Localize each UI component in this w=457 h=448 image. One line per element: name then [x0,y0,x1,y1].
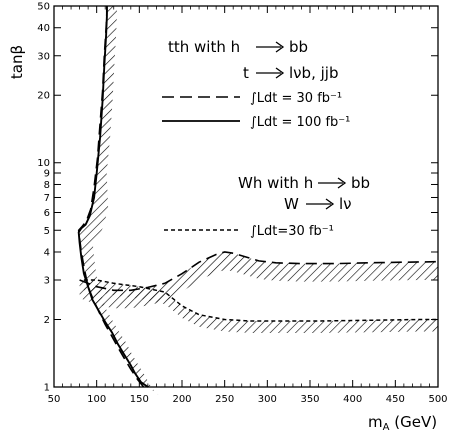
x-tick-label: 500 [428,394,447,405]
y-tick-label: 9 [44,169,50,180]
x-axis-ticks: 50 100 150 200 250 300 350 400 450 500 [48,6,448,405]
legend-tth: tth with h bb t lνb, jjb ∫Ldt = 30 fb⁻¹ … [162,38,350,130]
x-axis-title-main: m [368,413,383,431]
legend-wh-entry-30fb: ∫Ldt=30 fb⁻¹ [250,224,334,239]
x-tick-label: 400 [343,394,362,405]
tth-horizontal-hatch-band [79,252,438,309]
legend-wh-title-main: Wh with h [238,174,313,192]
x-tick-label: 50 [48,394,61,405]
x-tick-label: 450 [386,394,405,405]
x-axis-title-unit: (GeV) [389,413,437,431]
x-tick-label: 200 [172,394,191,405]
tth-30fb-curve-2 [79,251,439,292]
y-tick-label: 2 [44,315,50,326]
tth-30fb-curve-1 [77,6,145,388]
y-tick-label: 4 [44,247,50,258]
wh-hatch-band [83,280,439,333]
legend-tth-title: tth with h [168,38,240,56]
x-tick-label: 150 [130,394,149,405]
legend-tth-entry-100fb: ∫Ldt = 100 fb⁻¹ [250,115,350,130]
y-tick-label: 30 [37,51,50,62]
legend-tth-title-decay: bb [289,38,308,56]
y-tick-label: 40 [37,23,50,34]
wh-30fb-curve-3 [83,279,438,322]
y-tick-label: 1 [44,383,50,394]
tth-100fb-curve-0 [77,6,149,388]
legend-wh-title-decay: bb [351,174,370,192]
right-arrow-icon [306,198,335,210]
y-tick-label: 10 [37,158,50,169]
y-tick-label: 7 [44,193,50,204]
x-tick-label: 350 [300,394,319,405]
legend-tth-entry-30fb: ∫Ldt = 30 fb⁻¹ [250,91,342,106]
x-tick-label: 250 [215,394,234,405]
x-axis-title: mA (GeV) [368,413,437,433]
y-tick-label: 3 [44,276,50,287]
y-tick-label: 5 [44,226,50,237]
series-curves [77,6,439,388]
x-tick-label: 300 [258,394,277,405]
legend-tth-subtitle-main: t [243,64,249,82]
legend-tth-subtitle-decay: lνb, jjb [289,64,338,82]
plot-frame [53,5,439,388]
y-tick-label: 20 [37,91,50,102]
y-tick-label: 8 [44,180,50,191]
legend-tth-title-main: tth with h [168,38,240,56]
hatched-bands [78,6,439,397]
right-arrow-icon [256,41,285,53]
legend-wh-subtitle-main: W [284,195,299,213]
y-tick-label: 6 [44,208,50,219]
x-tick-label: 100 [87,394,106,405]
legend-wh: Wh with h bb W lν ∫Ldt=30 fb⁻¹ [164,174,370,239]
y-axis-title: tanβ [8,45,26,79]
y-tick-label: 50 [37,2,50,13]
right-arrow-icon [318,177,347,189]
right-arrow-icon [256,67,285,79]
legend-wh-subtitle-decay: lν [339,195,352,213]
x-axis-title-sub: A [383,422,390,433]
